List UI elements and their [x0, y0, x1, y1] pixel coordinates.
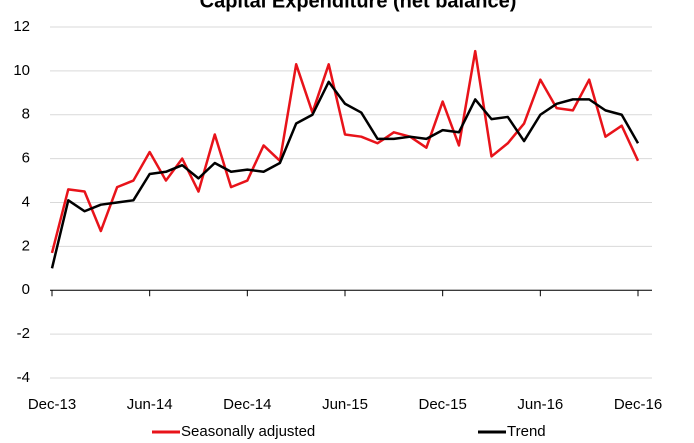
- x-tick-label: Jun-15: [322, 396, 368, 413]
- x-tick-label: Dec-15: [418, 396, 466, 413]
- y-tick-label: 0: [22, 281, 30, 298]
- y-tick-label: 10: [13, 62, 30, 79]
- y-tick-label: 6: [22, 150, 30, 167]
- y-tick-label: -4: [17, 369, 30, 386]
- x-tick-label: Jun-14: [127, 396, 173, 413]
- x-tick-label: Dec-14: [223, 396, 271, 413]
- y-tick-label: 12: [13, 18, 30, 35]
- series-line: [50, 80, 640, 269]
- y-tick-label: 2: [22, 237, 30, 254]
- legend-label: Seasonally adjusted: [181, 423, 315, 440]
- y-tick-label: 4: [22, 193, 30, 210]
- series-line: [50, 49, 640, 254]
- y-tick-label: -2: [17, 325, 30, 342]
- y-tick-label: 8: [22, 106, 30, 123]
- x-tick-label: Jun-16: [517, 396, 563, 413]
- chart-title: Capital Expenditure (net balance): [200, 0, 517, 12]
- x-tick-label: Dec-16: [614, 396, 662, 413]
- x-tick-label: Dec-13: [28, 396, 76, 413]
- legend-label: Trend: [507, 423, 546, 440]
